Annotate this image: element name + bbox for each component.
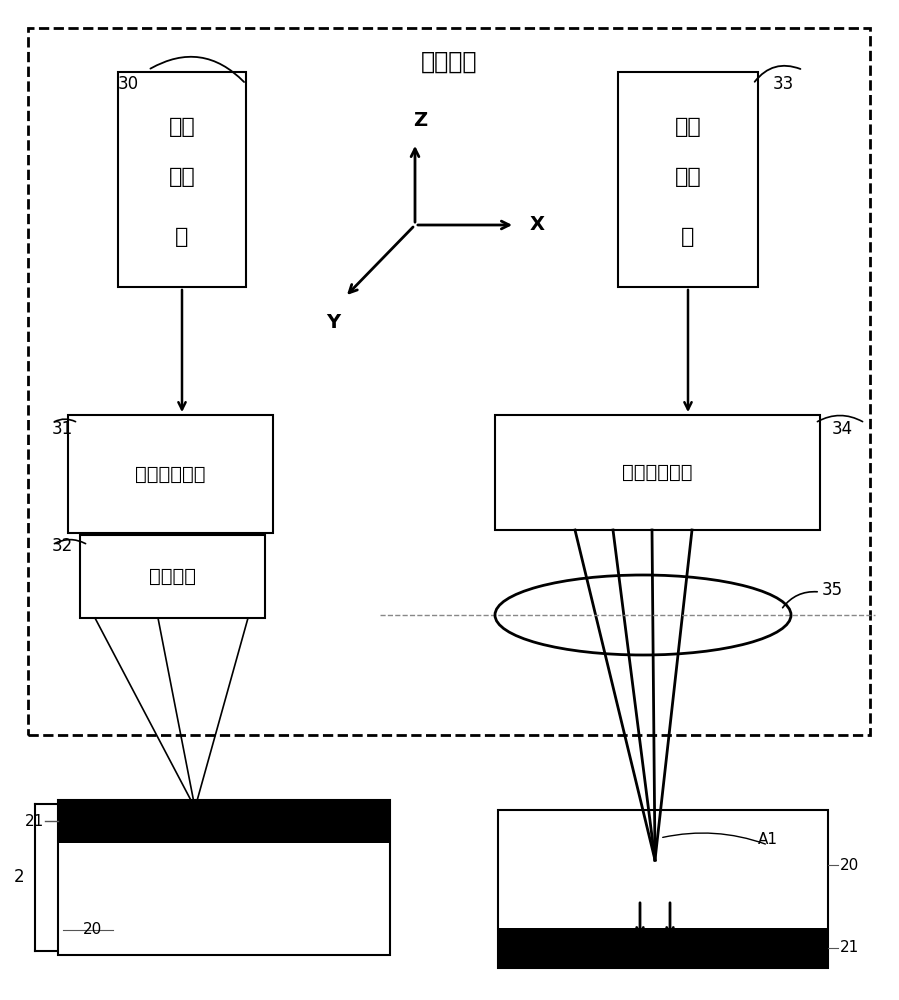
Text: Y: Y	[326, 313, 340, 332]
Text: 切割装置: 切割装置	[421, 50, 477, 74]
Text: 21: 21	[25, 814, 44, 828]
Text: 20: 20	[83, 922, 102, 938]
Bar	[495, 415, 820, 530]
Text: Z: Z	[413, 111, 427, 130]
Bar	[68, 415, 273, 533]
Bar	[80, 535, 265, 618]
Text: 20: 20	[840, 857, 859, 872]
Text: 第一: 第一	[169, 117, 195, 137]
Text: 32: 32	[52, 537, 73, 555]
Text: 第一场镜: 第一场镜	[148, 566, 195, 585]
Text: 2: 2	[13, 868, 24, 886]
Bar	[28, 28, 870, 735]
Text: 33: 33	[773, 75, 794, 93]
Text: 器: 器	[175, 227, 189, 247]
Text: 31: 31	[52, 420, 73, 438]
Text: A1: A1	[758, 832, 778, 848]
Text: 35: 35	[822, 581, 843, 599]
Text: 器: 器	[681, 227, 695, 247]
Text: X: X	[530, 216, 545, 234]
Text: 34: 34	[832, 420, 853, 438]
Text: 第一扫描振镜: 第一扫描振镜	[135, 464, 205, 484]
Bar	[498, 928, 828, 968]
Text: 激光: 激光	[169, 167, 195, 187]
Text: 21: 21	[840, 940, 859, 956]
Text: 30: 30	[118, 75, 139, 93]
Bar	[618, 72, 758, 287]
Bar	[58, 800, 390, 955]
Text: 第二: 第二	[674, 117, 701, 137]
Text: 光束整形系统: 光束整形系统	[622, 462, 692, 482]
Bar	[118, 72, 246, 287]
Text: 激光: 激光	[674, 167, 701, 187]
Bar	[58, 800, 390, 843]
Bar	[498, 810, 828, 968]
